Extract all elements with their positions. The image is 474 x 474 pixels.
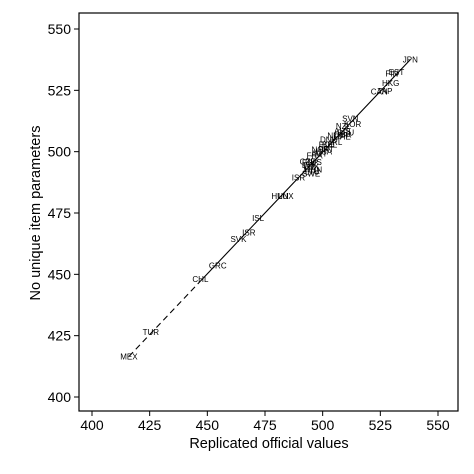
point-label: ISR [292,173,306,182]
point-label: LUX [303,162,319,171]
y-tick-label: 400 [48,389,72,405]
point-label: ITA [304,165,317,174]
point-label: GRC [209,262,227,271]
x-tick-label: 525 [369,417,393,433]
point-label: MEX [120,353,138,362]
point-label: AUT [311,149,327,158]
point-label: JPN [403,56,418,65]
point-label: RUS [305,158,322,167]
point-label: FRA [307,151,324,160]
point-label: SVK [230,235,247,244]
point-label: HUN [305,166,323,175]
point-label: CHE [334,132,351,141]
point-label: HKG [382,79,399,88]
point-label: NLD [327,132,343,141]
y-tick-label: 425 [48,328,72,344]
y-tick-label: 450 [48,266,72,282]
y-tick-label: 475 [48,205,72,221]
axis-ticks: 400 425 450 475 500 525 550 400 425 450 475 500 525 5… [48,21,450,433]
point-label: LVA [302,161,317,170]
point-label: EST [389,68,405,77]
point-label: ISL [252,214,265,223]
point-label: DEU [337,129,354,138]
point-label: CAN [371,88,388,97]
plot-frame [78,12,459,412]
x-tick-label: 400 [80,417,104,433]
fit-line-solid [200,59,411,282]
point-label: HUN [271,192,289,201]
point-label: CHL [192,275,209,284]
point-label: LTU [305,167,320,176]
y-tick-label: 500 [48,144,72,160]
fit-line-group [128,59,411,357]
point-label: BEL [322,140,338,149]
point-label: ISR [242,229,256,238]
point-label: IRL [330,138,343,147]
point-label: TUR [143,328,160,337]
point-label: USA [316,148,333,157]
point-label: GBR [334,130,352,139]
x-tick-label: 500 [311,417,335,433]
point-label: PRT [318,145,334,154]
point-label: NOR [311,146,329,155]
point-labels: JPNESTFINHKGCANTAPSVNKORNZLAUSDEUGBRCHEN… [120,56,418,362]
x-tick-label: 425 [138,417,162,433]
point-label: AUS [334,127,350,136]
point-label: ESP [302,159,318,168]
y-tick-label: 550 [48,21,72,37]
point-label: SVN [342,115,359,124]
point-label: TAP [377,87,392,96]
point-label: NZL [336,122,352,131]
y-axis-title: No unique item parameters [28,126,44,301]
y-tick-label: 525 [48,82,72,98]
x-tick-label: 475 [253,417,277,433]
point-label: LUX [278,192,294,201]
point-label: DNK [320,135,338,144]
x-tick-label: 450 [196,417,220,433]
point-label: SWE [302,170,320,179]
point-label: FIN [385,70,398,79]
point-label: CZE [300,157,316,166]
point-label: POL [319,140,336,149]
x-tick-label: 550 [426,417,450,433]
fit-line-dashed [128,280,201,357]
x-axis-title: Replicated official values [189,436,348,452]
point-label: KOR [344,120,362,129]
